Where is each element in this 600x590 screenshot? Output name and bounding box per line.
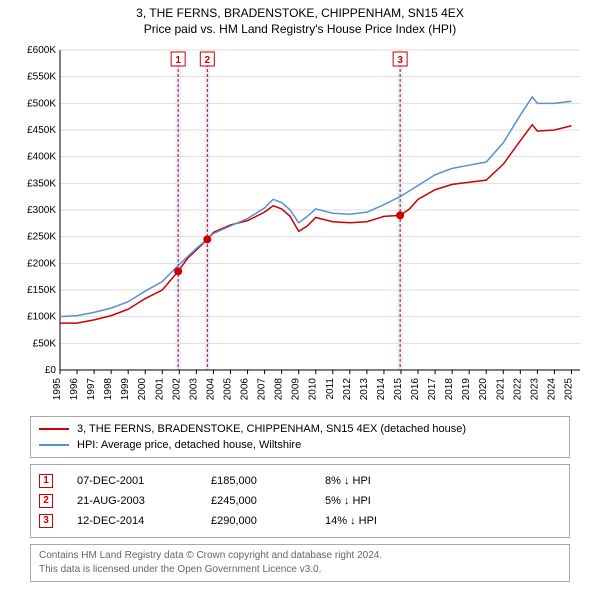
svg-text:2010: 2010 (308, 378, 319, 401)
legend-label-hpi: HPI: Average price, detached house, Wilt… (77, 437, 301, 453)
legend-row-hpi: HPI: Average price, detached house, Wilt… (39, 437, 561, 453)
svg-text:£350K: £350K (27, 178, 56, 189)
svg-text:2003: 2003 (188, 378, 199, 401)
marker-row: 1 07-DEC-2001 £185,000 8% ↓ HPI (39, 471, 561, 491)
svg-text:2020: 2020 (478, 378, 489, 401)
marker-row: 2 21-AUG-2003 £245,000 5% ↓ HPI (39, 491, 561, 511)
marker-delta: 8% ↓ HPI (325, 471, 371, 491)
svg-text:2012: 2012 (342, 378, 353, 401)
footer-box: Contains HM Land Registry data © Crown c… (30, 544, 570, 582)
legend-swatch-hpi (39, 440, 69, 450)
title-main: 3, THE FERNS, BRADENSTOKE, CHIPPENHAM, S… (0, 6, 600, 20)
marker-delta: 14% ↓ HPI (325, 511, 377, 531)
marker-row: 3 12-DEC-2014 £290,000 14% ↓ HPI (39, 511, 561, 531)
svg-text:1998: 1998 (103, 378, 114, 401)
svg-text:2013: 2013 (359, 378, 370, 401)
svg-text:2008: 2008 (274, 378, 285, 401)
svg-text:2011: 2011 (325, 378, 336, 400)
svg-text:2024: 2024 (546, 378, 557, 401)
svg-text:2014: 2014 (376, 378, 387, 401)
footer-line2: This data is licensed under the Open Gov… (39, 563, 561, 577)
svg-text:2018: 2018 (444, 378, 455, 401)
svg-text:2025: 2025 (563, 378, 574, 401)
svg-text:£200K: £200K (27, 258, 56, 269)
marker-price: £185,000 (211, 471, 301, 491)
svg-text:2007: 2007 (257, 378, 268, 401)
svg-text:2017: 2017 (427, 378, 438, 401)
svg-text:1997: 1997 (86, 378, 97, 401)
marker-badge: 1 (39, 474, 53, 488)
svg-text:2001: 2001 (154, 378, 165, 401)
marker-price: £245,000 (211, 491, 301, 511)
svg-text:2021: 2021 (495, 378, 506, 401)
svg-text:£0: £0 (45, 365, 57, 376)
line-chart: £0 £50K £100K £150K £200K £250K £300K £350K £400… (10, 40, 590, 410)
marker-date: 21-AUG-2003 (77, 491, 187, 511)
svg-text:1999: 1999 (120, 378, 131, 401)
svg-text:2002: 2002 (171, 378, 182, 401)
svg-text:£50K: £50K (33, 338, 57, 349)
svg-text:2015: 2015 (393, 378, 404, 401)
svg-text:2: 2 (205, 55, 211, 66)
svg-text:£250K: £250K (27, 232, 56, 243)
marker-date: 12-DEC-2014 (77, 511, 187, 531)
chart-titles: 3, THE FERNS, BRADENSTOKE, CHIPPENHAM, S… (0, 0, 600, 40)
legend-row-property: 3, THE FERNS, BRADENSTOKE, CHIPPENHAM, S… (39, 421, 561, 437)
legend-label-property: 3, THE FERNS, BRADENSTOKE, CHIPPENHAM, S… (77, 421, 466, 437)
svg-text:£400K: £400K (27, 152, 56, 163)
footer-line1: Contains HM Land Registry data © Crown c… (39, 549, 561, 563)
svg-text:2019: 2019 (461, 378, 472, 401)
svg-text:2023: 2023 (529, 378, 540, 401)
svg-text:£300K: £300K (27, 205, 56, 216)
markers-table: 1 07-DEC-2001 £185,000 8% ↓ HPI 2 21-AUG-2003… (30, 464, 570, 538)
svg-text:1995: 1995 (52, 378, 63, 401)
marker-badge: 2 (39, 494, 53, 508)
svg-text:1996: 1996 (69, 378, 80, 401)
title-sub: Price paid vs. HM Land Registry's House … (0, 22, 600, 36)
svg-text:2005: 2005 (222, 378, 233, 401)
chart-area: £0 £50K £100K £150K £200K £250K £300K £350K £400… (10, 40, 590, 410)
svg-text:2004: 2004 (205, 378, 216, 401)
svg-text:2006: 2006 (240, 378, 251, 401)
legend-swatch-property (39, 424, 69, 434)
marker-price: £290,000 (211, 511, 301, 531)
svg-text:£100K: £100K (27, 312, 56, 323)
svg-text:£550K: £550K (27, 72, 56, 83)
svg-text:1: 1 (175, 55, 181, 66)
legend-box: 3, THE FERNS, BRADENSTOKE, CHIPPENHAM, S… (30, 416, 570, 458)
svg-text:2000: 2000 (137, 378, 148, 401)
svg-text:2016: 2016 (410, 378, 421, 401)
svg-text:3: 3 (397, 55, 403, 66)
svg-text:£450K: £450K (27, 125, 56, 136)
svg-text:2009: 2009 (291, 378, 302, 401)
svg-text:2022: 2022 (512, 378, 523, 401)
marker-badge: 3 (39, 514, 53, 528)
svg-text:£150K: £150K (27, 285, 56, 296)
svg-text:£600K: £600K (27, 45, 56, 56)
marker-date: 07-DEC-2001 (77, 471, 187, 491)
marker-delta: 5% ↓ HPI (325, 491, 371, 511)
svg-text:£500K: £500K (27, 98, 56, 109)
